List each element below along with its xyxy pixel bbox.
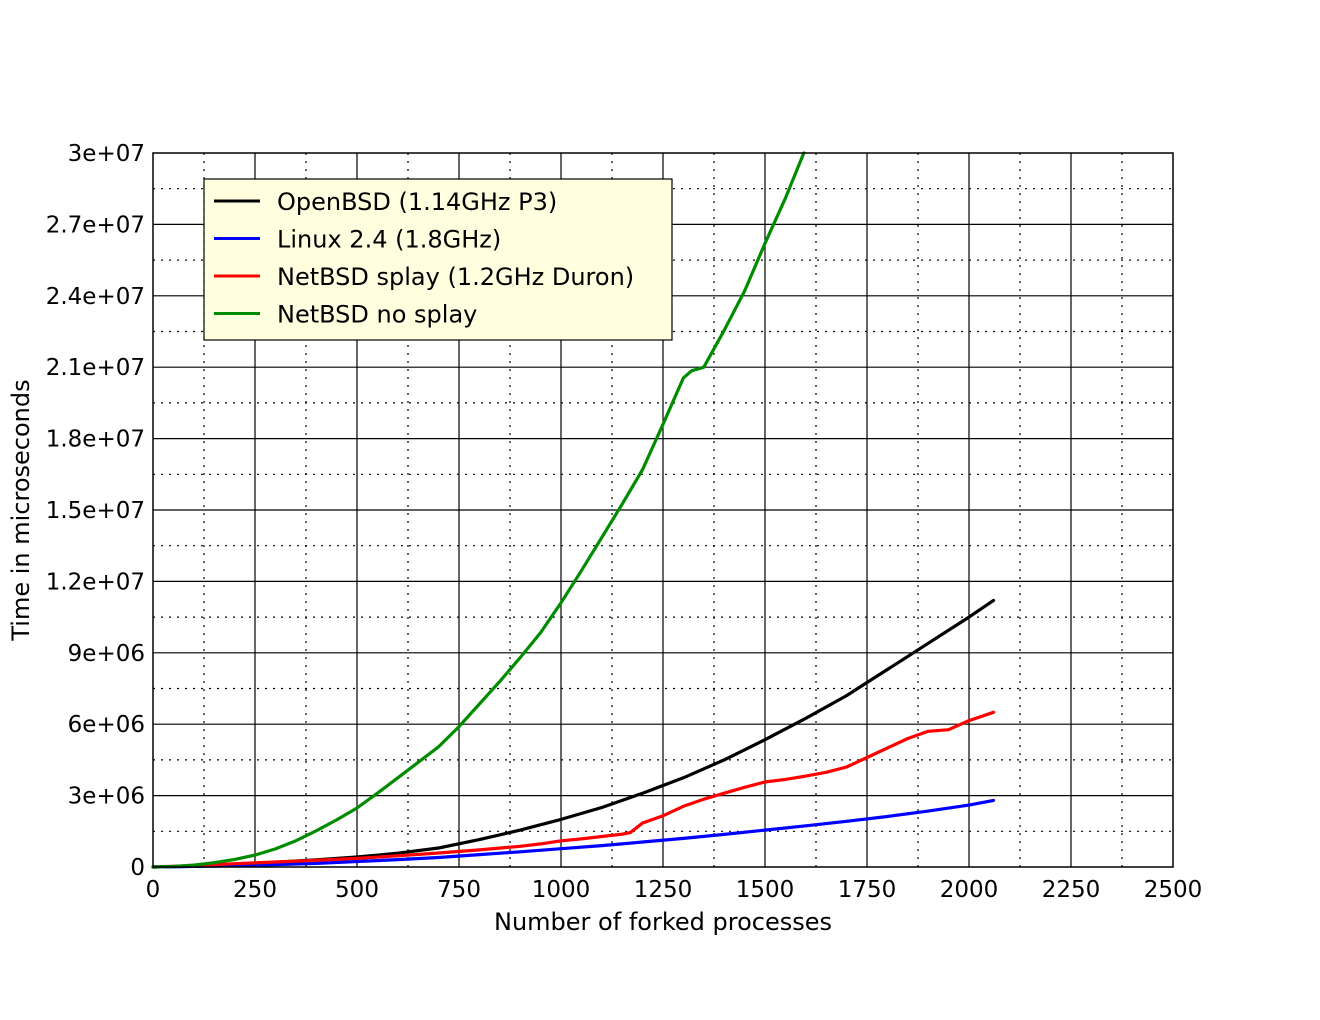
x-tick-label: 1250 xyxy=(634,877,693,903)
y-tick-label: 3e+06 xyxy=(68,784,145,810)
y-tick-label: 9e+06 xyxy=(68,641,145,667)
y-tick-label: 0 xyxy=(130,855,145,881)
tick-layer: 0 250 500 750 1000 1250 1500 1750 2000 2250 2500 0 3… xyxy=(46,141,1203,903)
x-tick-label: 0 xyxy=(146,877,161,903)
series-line-3 xyxy=(151,710,996,869)
x-tick-label: 2000 xyxy=(940,877,999,903)
x-tick-label: 1500 xyxy=(736,877,795,903)
x-tick-label: 2500 xyxy=(1144,877,1203,903)
y-tick-label: 2.4e+07 xyxy=(46,284,145,310)
y-tick-label: 6e+06 xyxy=(68,712,145,738)
y-tick-label: 1.8e+07 xyxy=(46,427,145,453)
x-tick-label: 750 xyxy=(437,877,481,903)
legend-label-1: OpenBSD (1.14GHz P3) xyxy=(277,188,557,216)
x-tick-label: 1750 xyxy=(838,877,897,903)
legend-label-3: NetBSD splay (1.2GHz Duron) xyxy=(277,263,634,291)
series-layer xyxy=(151,151,996,869)
y-axis-title: Time in microseconds xyxy=(7,379,35,641)
x-tick-label: 1000 xyxy=(532,877,591,903)
y-tick-label: 2.7e+07 xyxy=(46,212,145,238)
y-tick-label: 3e+07 xyxy=(68,141,145,167)
x-axis-title: Number of forked processes xyxy=(494,908,832,936)
y-tick-label: 1.2e+07 xyxy=(46,569,145,595)
legend: OpenBSD (1.14GHz P3) Linux 2.4 (1.8GHz) Ne… xyxy=(203,178,673,341)
legend-label-2: Linux 2.4 (1.8GHz) xyxy=(277,226,501,254)
x-tick-label: 250 xyxy=(233,877,277,903)
x-tick-label: 2250 xyxy=(1042,877,1101,903)
legend-box xyxy=(203,178,673,341)
series-line-2 xyxy=(151,798,996,869)
y-tick-label: 2.1e+07 xyxy=(46,355,145,381)
x-tick-label: 500 xyxy=(335,877,379,903)
series-line-4 xyxy=(151,151,806,869)
legend-label-4: NetBSD no splay xyxy=(277,301,477,329)
legend-items: OpenBSD (1.14GHz P3) Linux 2.4 (1.8GHz) Ne… xyxy=(214,188,634,329)
y-tick-label: 1.5e+07 xyxy=(46,498,145,524)
plot-frame xyxy=(152,152,1174,868)
